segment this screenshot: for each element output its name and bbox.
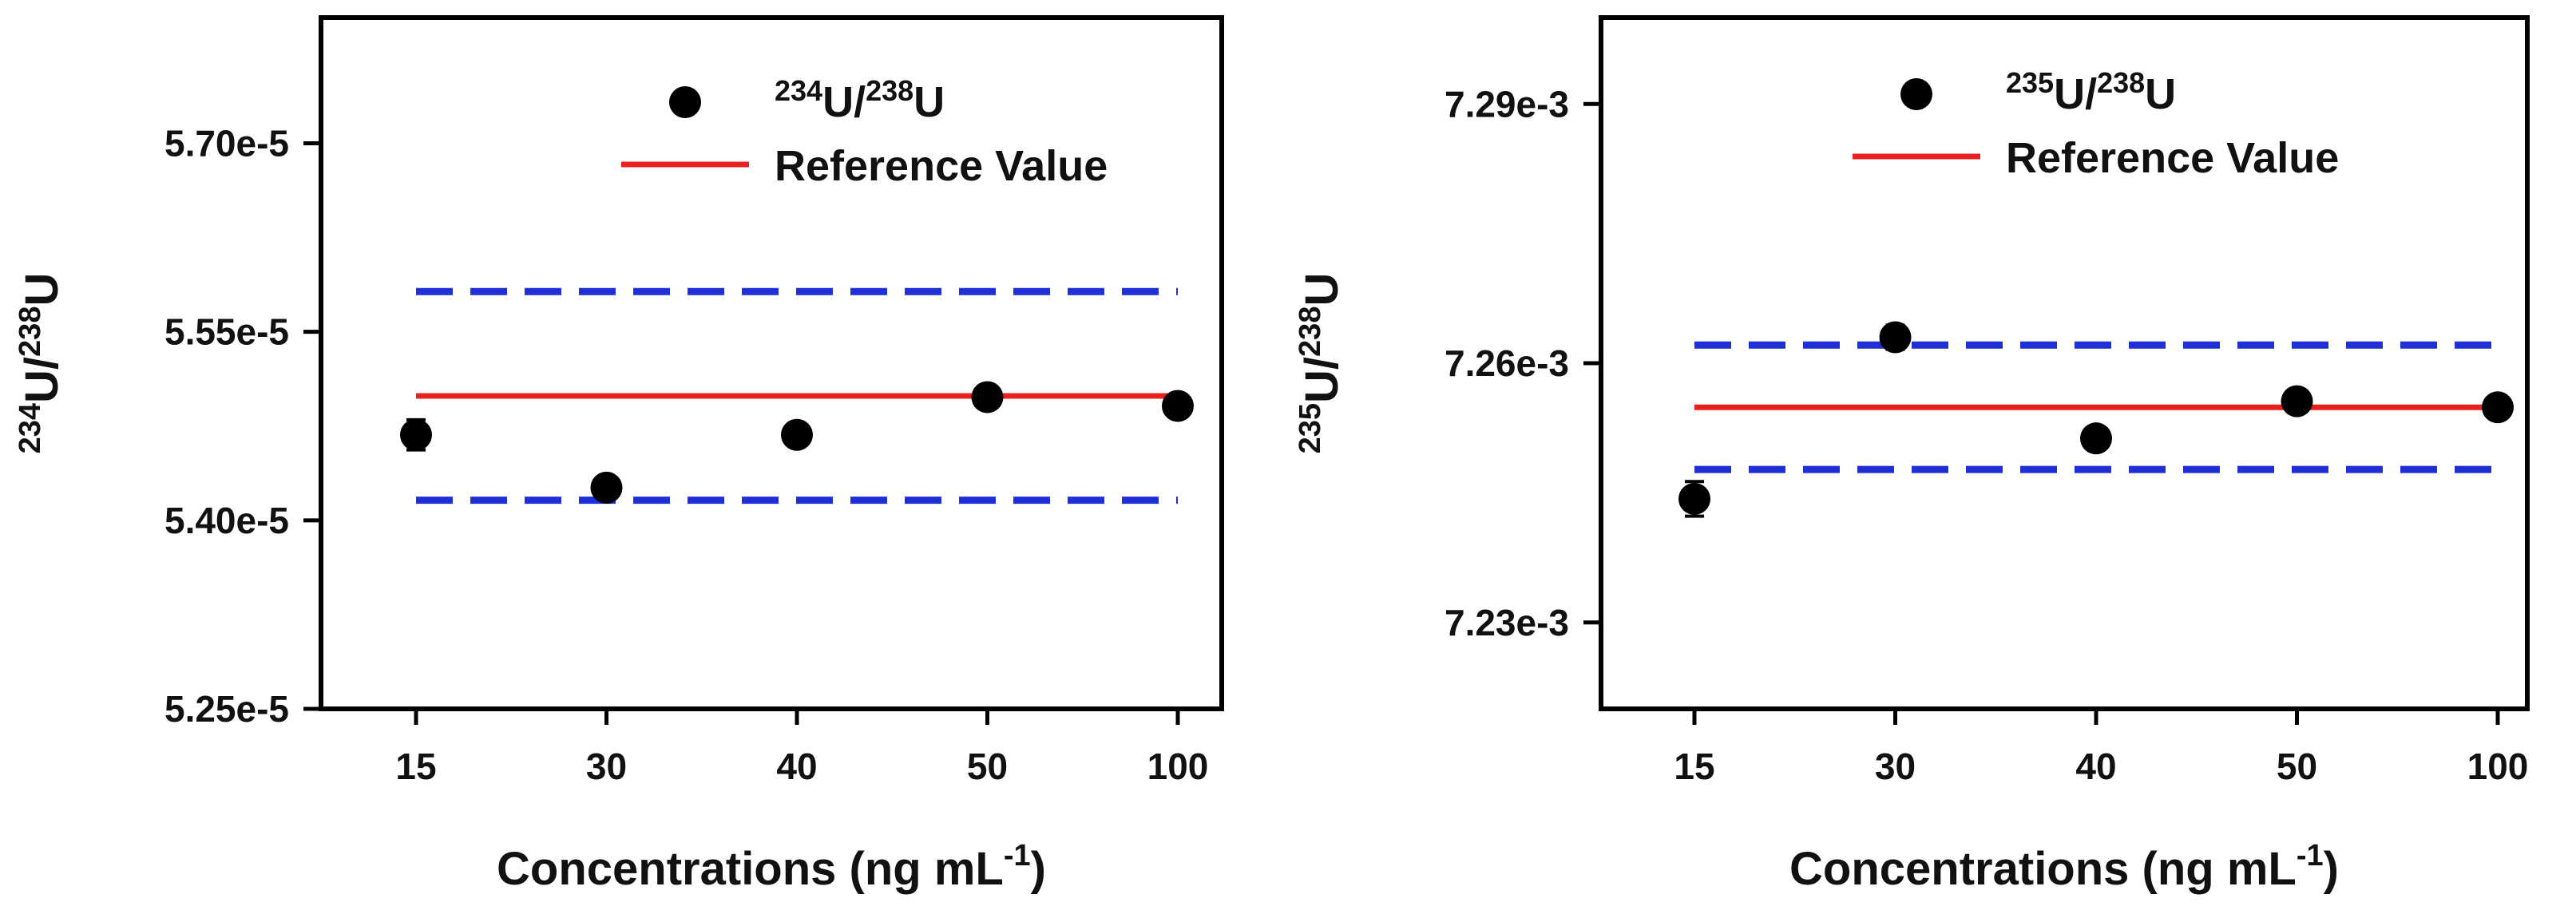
data-point — [1678, 482, 1710, 515]
isotope-symbol: U — [1296, 273, 1348, 307]
isotope-superscript: 238 — [1294, 307, 1327, 357]
x-axis-title-close: ) — [2324, 843, 2339, 895]
x-axis-title-main: Concentrations (ng mL — [497, 843, 1004, 895]
y-tick-label: 5.55e-5 — [164, 311, 289, 353]
data-point — [1162, 390, 1194, 422]
data-point — [2281, 385, 2313, 417]
x-axis-title-close: ) — [1031, 843, 1046, 895]
legend-label-reference: Reference Value — [775, 142, 1108, 190]
y-tick-label: 7.23e-3 — [1445, 602, 1569, 643]
x-tick-label: 30 — [1875, 746, 1916, 787]
isotope-superscript: 238 — [2097, 66, 2145, 99]
data-point — [2080, 422, 2112, 455]
x-tick-label: 30 — [586, 746, 627, 787]
plot-frame — [1599, 15, 2530, 711]
x-tick-label: 50 — [967, 746, 1008, 787]
data-point — [400, 418, 432, 451]
x-tick-label: 100 — [1147, 746, 1209, 787]
y-axis-title: 235U/238U — [1294, 273, 1348, 454]
legend-marker — [669, 86, 701, 118]
data-point — [781, 418, 813, 451]
isotope-symbol: U/ — [822, 78, 866, 126]
x-axis-title-superscript: -1 — [1004, 839, 1031, 872]
plot-frame — [319, 15, 1224, 711]
isotope-superscript: 238 — [866, 74, 913, 107]
isotope-symbol: U/ — [1296, 357, 1348, 403]
isotope-superscript: 234 — [14, 403, 47, 453]
data-point — [2482, 391, 2514, 424]
y-tick-label: 5.70e-5 — [164, 122, 289, 164]
isotope-symbol: U — [16, 273, 68, 307]
y-tick-label: 7.29e-3 — [1445, 83, 1569, 125]
y-tick-label: 5.25e-5 — [164, 688, 289, 730]
legend-label-reference: Reference Value — [2006, 134, 2339, 182]
x-tick-label: 40 — [776, 746, 817, 787]
data-point — [971, 381, 1004, 413]
x-tick-label: 40 — [2075, 746, 2116, 787]
isotope-superscript: 235 — [1294, 403, 1327, 453]
legend-marker — [1900, 78, 1932, 110]
x-axis-title-superscript: -1 — [2297, 839, 2324, 872]
isotope-symbol: U — [913, 78, 945, 126]
chart-234u-238u: 5.25e-5 5.40e-5 5.55e-5 5.70e-5 15 30 40 50 100 C… — [14, 15, 1224, 895]
legend-label-ratio: 235U/238U — [2006, 66, 2176, 118]
chart-235u-238u: 7.23e-3 7.26e-3 7.29e-3 15 30 40 50 100 Concentr… — [1294, 15, 2530, 895]
isotope-symbol: U/ — [2054, 70, 2097, 118]
x-tick-label: 100 — [2467, 746, 2529, 787]
x-tick-label: 15 — [1674, 746, 1714, 787]
y-axis-title: 234U/238U — [14, 273, 68, 454]
x-axis-title: Concentrations (ng mL-1) — [1789, 839, 2339, 895]
isotope-superscript: 238 — [14, 307, 47, 357]
x-tick-label: 15 — [395, 746, 436, 787]
isotope-symbol: U/ — [16, 357, 68, 403]
x-tick-label: 50 — [2277, 746, 2317, 787]
x-axis-title: Concentrations (ng mL-1) — [497, 839, 1046, 895]
y-tick-label: 5.40e-5 — [164, 500, 289, 541]
isotope-symbol: U — [2145, 70, 2176, 118]
data-point — [590, 471, 623, 504]
data-point — [1879, 321, 1912, 354]
isotope-superscript: 234 — [775, 74, 822, 107]
x-axis-title-main: Concentrations (ng mL — [1789, 843, 2297, 895]
isotope-superscript: 235 — [2006, 66, 2054, 99]
legend-label-ratio: 234U/238U — [775, 74, 945, 126]
y-tick-label: 7.26e-3 — [1445, 342, 1569, 384]
